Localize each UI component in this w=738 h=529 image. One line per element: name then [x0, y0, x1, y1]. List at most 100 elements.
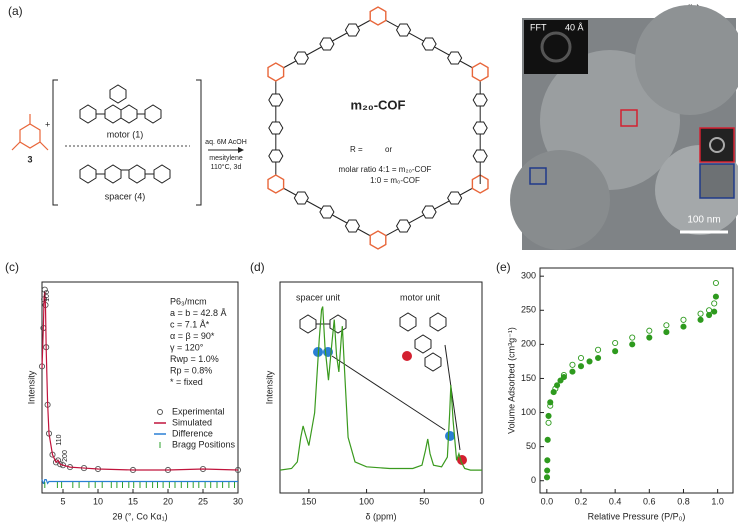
- data-point: [57, 461, 64, 468]
- y-tick-label: 50: [526, 441, 536, 451]
- data-point: [547, 402, 554, 409]
- x-tick-label: 100: [359, 496, 374, 506]
- x-tick-label: 10: [93, 496, 103, 506]
- data-point: [629, 334, 636, 341]
- aryl-ring: [268, 121, 284, 135]
- data-point: [712, 293, 719, 300]
- plot-frame: [41, 281, 239, 494]
- data-point: [569, 361, 576, 368]
- panel-label: (e): [496, 260, 511, 274]
- aryl-ring: [421, 37, 437, 51]
- motor-structure: [79, 84, 162, 124]
- data-point: [560, 374, 567, 381]
- legend-label: Difference: [172, 428, 213, 438]
- aryl-ring: [447, 51, 463, 65]
- peak-label: 200: [62, 450, 69, 462]
- data-point: [586, 358, 593, 365]
- plus: +: [45, 119, 50, 129]
- series-line: [41, 291, 239, 471]
- x-axis-label: δ (ppm): [365, 511, 396, 521]
- data-point: [554, 382, 561, 389]
- data-point: [646, 334, 653, 341]
- bracket: [52, 79, 202, 206]
- aryl-ring: [395, 23, 412, 37]
- data-point: [552, 385, 559, 392]
- motor-label: motor (1): [107, 129, 144, 139]
- panel-label: (a): [8, 4, 23, 18]
- data-point: [59, 462, 67, 469]
- data-point: [680, 316, 687, 323]
- x-tick-label: 30: [233, 496, 243, 506]
- series-line: [41, 478, 238, 485]
- data-point: [544, 457, 551, 464]
- data-point: [577, 354, 585, 362]
- data-point: [629, 341, 636, 348]
- aryl-ring: [319, 205, 335, 219]
- data-point: [612, 339, 619, 347]
- y-axis-label: Intensity: [26, 370, 36, 404]
- data-point: [711, 300, 718, 307]
- aryl-ring: [472, 121, 488, 135]
- x-tick-label: 15: [128, 496, 138, 506]
- node-ring: [471, 62, 489, 82]
- condition: aq. 6M AcOH: [205, 139, 247, 146]
- x-tick-label: 0.0: [541, 496, 554, 506]
- aryl-ring: [472, 93, 488, 107]
- spacer-unit: spacer unit: [296, 292, 341, 302]
- data-point: [680, 323, 687, 330]
- legend-label: Experimental: [172, 406, 225, 416]
- spacer-label: spacer (4): [105, 191, 146, 201]
- or: or: [385, 145, 392, 154]
- fit-parameter: c = 7.1 Å*: [170, 319, 210, 329]
- y-tick-label: 150: [521, 373, 536, 383]
- data-point: [544, 436, 551, 443]
- data-point: [663, 329, 670, 336]
- compound-number: 3: [27, 154, 32, 164]
- fft-label: FFT: [530, 22, 547, 32]
- fit-parameter: Rwp = 1.0%: [170, 354, 219, 364]
- data-point: [577, 363, 585, 370]
- motor-unit: motor unit: [400, 292, 441, 302]
- scale-bar-label: 100 nm: [687, 215, 720, 226]
- node-ring: [369, 230, 387, 250]
- node-ring: [267, 174, 285, 194]
- y-tick-label: 250: [521, 305, 536, 315]
- aryl-ring: [319, 37, 335, 51]
- aryl-ring: [293, 51, 309, 65]
- x-tick-label: 0.2: [575, 496, 588, 506]
- cof-macrocycle: [267, 6, 489, 250]
- data-point: [569, 368, 576, 375]
- legend-label: Simulated: [172, 417, 212, 427]
- plot-frame: [279, 281, 483, 494]
- aryl-ring: [268, 149, 284, 163]
- plot-frame: [539, 267, 734, 494]
- data-point: [612, 348, 619, 355]
- aryl-ring: [472, 149, 488, 163]
- condition: 110°C, 3d: [211, 163, 242, 171]
- x-tick-label: 25: [198, 496, 208, 506]
- x-tick-label: 20: [163, 496, 173, 506]
- node-ring: [369, 6, 387, 26]
- ratio: 1:0 = m₀-COF: [370, 176, 420, 185]
- condition: mesitylene: [209, 155, 243, 162]
- aryl-ring: [344, 23, 361, 37]
- y-axis-label: Volume Adsorbed (cm³g⁻¹): [506, 327, 516, 434]
- data-point: [543, 474, 551, 481]
- y-tick-label: 0: [531, 475, 536, 485]
- ratio: molar ratio 4:1 = m₂₀-COF: [339, 165, 432, 174]
- fit-parameter: P6₃/mcm: [170, 296, 207, 306]
- fit-parameter: * = fixed: [170, 377, 203, 387]
- r-label: R =: [350, 145, 363, 154]
- x-tick-label: 150: [301, 496, 316, 506]
- nmr-structures: [299, 312, 467, 465]
- arrow-head: [238, 147, 244, 153]
- panel-label: (d): [250, 260, 265, 274]
- legend-label: Bragg Positions: [172, 439, 236, 449]
- peak-label: 110: [56, 434, 63, 445]
- data-point: [545, 412, 552, 420]
- legend-marker: [157, 409, 163, 415]
- x-tick-label: 0.8: [677, 496, 690, 506]
